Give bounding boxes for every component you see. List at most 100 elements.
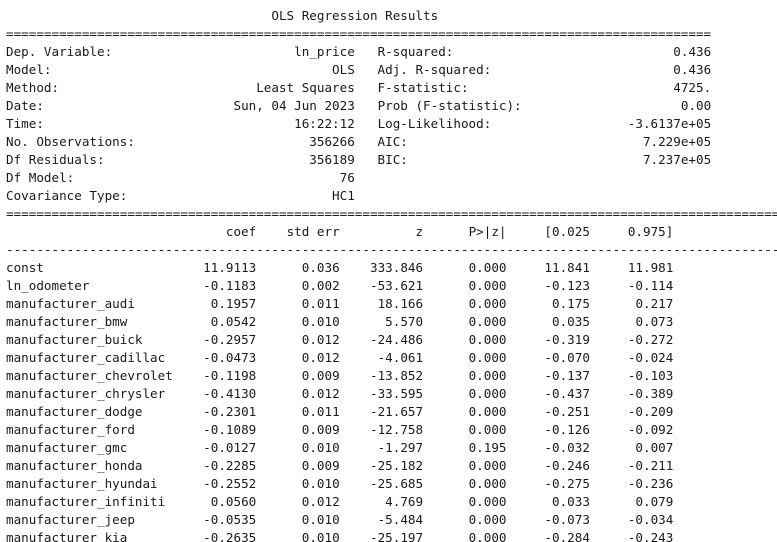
coef-cell-p: 0.000	[468, 332, 507, 347]
coef-cell-coef: -0.1198	[203, 368, 257, 383]
coef-row: manufacturer_ford -0.1089 0.009 -12.758 …	[6, 421, 777, 439]
regression-summary-text: OLS Regression Results ==================…	[6, 7, 777, 542]
coef-cell-z: -24.486	[370, 332, 424, 347]
coef-cell-se: 0.012	[301, 350, 340, 365]
coef-cell-lo: -0.137	[544, 368, 590, 383]
coef-row-name: manufacturer_chevrolet	[6, 368, 173, 383]
coef-row-name: manufacturer_audi	[6, 296, 135, 311]
coef-cell-se: 0.010	[301, 512, 340, 527]
rule-double-wide-text: ========================================…	[6, 206, 777, 221]
coef-cell-p: 0.000	[468, 368, 507, 383]
coef-cell-coef: 0.0560	[210, 494, 257, 509]
coef-row-name: manufacturer_dodge	[6, 404, 143, 419]
coef-row-name: manufacturer_buick	[6, 332, 143, 347]
coef-cell-hi: -0.103	[627, 368, 674, 383]
summary-right-label: Log-Likelihood:	[377, 116, 492, 131]
coef-cell-z: -1.297	[377, 440, 424, 455]
summary-left-label: Covariance Type:	[6, 188, 128, 203]
coef-row: manufacturer_chrysler -0.4130 0.012 -33.…	[6, 385, 777, 403]
coef-row-name: manufacturer_honda	[6, 458, 143, 473]
summary-row: Df Model: 76	[6, 169, 777, 187]
coef-cell-se: 0.010	[301, 314, 340, 329]
coef-cell-se: 0.010	[301, 530, 340, 542]
coef-cell-hi: -0.272	[627, 332, 674, 347]
coef-cell-z: 333.846	[370, 260, 424, 275]
coef-header-cell: 0.975]	[627, 224, 674, 239]
summary-row: Method: Least Squares F-statistic: 4725.	[6, 79, 777, 97]
coef-cell-coef: -0.2552	[203, 476, 257, 491]
output-title-line: OLS Regression Results	[6, 7, 777, 25]
coef-cell-p: 0.000	[468, 422, 507, 437]
summary-left-value: 356189	[309, 152, 355, 167]
coef-row: manufacturer_honda -0.2285 0.009 -25.182…	[6, 457, 777, 475]
summary-right-value: 0.00	[680, 98, 712, 113]
summary-left-label: Model:	[6, 62, 52, 77]
summary-right-value: 0.436	[673, 44, 712, 59]
coef-cell-hi: 11.981	[627, 260, 674, 275]
summary-left-label: Dep. Variable:	[6, 44, 113, 59]
coef-cell-lo: -0.073	[544, 512, 590, 527]
coef-cell-coef: -0.1089	[203, 422, 257, 437]
summary-left-label: No. Observations:	[6, 134, 135, 149]
summary-left-label: Date:	[6, 98, 44, 113]
coef-cell-hi: -0.209	[627, 404, 674, 419]
coef-header-cell: coef	[225, 224, 257, 239]
coef-cell-lo: 0.033	[552, 494, 590, 509]
coef-cell-p: 0.000	[468, 350, 507, 365]
coef-row-name: ln_odometer	[6, 278, 90, 293]
coef-cell-se: 0.002	[301, 278, 340, 293]
coef-cell-hi: -0.243	[627, 530, 674, 542]
summary-right-label: AIC:	[377, 134, 408, 149]
coef-cell-p: 0.000	[468, 296, 507, 311]
summary-right-value: 4725.	[673, 80, 712, 95]
coef-row: manufacturer_gmc -0.0127 0.010 -1.297 0.…	[6, 439, 777, 457]
coef-cell-lo: -0.319	[544, 332, 590, 347]
summary-left-label: Time:	[6, 116, 44, 131]
coef-row: manufacturer_kia -0.2635 0.010 -25.197 0…	[6, 529, 777, 542]
coef-cell-p: 0.000	[468, 314, 507, 329]
coef-cell-se: 0.010	[301, 476, 340, 491]
coef-cell-z: -25.197	[370, 530, 424, 542]
summary-right-value: 7.229e+05	[642, 134, 712, 149]
coef-cell-hi: -0.389	[627, 386, 674, 401]
summary-right-value: -3.6137e+05	[627, 116, 712, 131]
coef-cell-z: -13.852	[370, 368, 424, 383]
coef-cell-z: -33.595	[370, 386, 424, 401]
summary-left-value: 16:22:12	[294, 116, 355, 131]
coef-cell-p: 0.000	[468, 278, 507, 293]
coef-cell-lo: 0.175	[552, 296, 590, 311]
coef-row-name: manufacturer_kia	[6, 530, 128, 542]
coef-row-name: manufacturer_chrysler	[6, 386, 166, 401]
coef-cell-z: 18.166	[377, 296, 424, 311]
coef-cell-se: 0.012	[301, 494, 340, 509]
coef-row-name: manufacturer_infiniti	[6, 494, 166, 509]
coef-header-cell: std err	[286, 224, 340, 239]
coef-header-cell: [0.025	[544, 224, 590, 239]
coef-cell-p: 0.000	[468, 494, 507, 509]
summary-left-value: 76	[339, 170, 355, 185]
coef-cell-coef: -0.2957	[203, 332, 257, 347]
coef-cell-hi: 0.079	[635, 494, 674, 509]
coef-row: const 11.9113 0.036 333.846 0.000 11.841…	[6, 259, 777, 277]
summary-left-value: Least Squares	[256, 80, 355, 95]
coef-cell-coef: 0.1957	[210, 296, 257, 311]
coef-cell-se: 0.011	[301, 404, 340, 419]
output-title: OLS Regression Results	[271, 8, 439, 23]
coef-cell-lo: -0.070	[544, 350, 590, 365]
coef-cell-hi: -0.024	[627, 350, 674, 365]
summary-left-value: 356266	[309, 134, 355, 149]
summary-row: Covariance Type: HC1	[6, 187, 777, 205]
coef-row: manufacturer_bmw 0.0542 0.010 5.570 0.00…	[6, 313, 777, 331]
summary-row: Dep. Variable: ln_price R-squared: 0.436	[6, 43, 777, 61]
coef-cell-lo: -0.284	[544, 530, 590, 542]
summary-right-label: F-statistic:	[377, 80, 469, 95]
coef-row: manufacturer_chevrolet -0.1198 0.009 -13…	[6, 367, 777, 385]
coef-cell-se: 0.009	[301, 368, 340, 383]
coef-row-name: manufacturer_hyundai	[6, 476, 158, 491]
coef-cell-hi: 0.007	[635, 440, 674, 455]
coef-cell-z: -25.685	[370, 476, 424, 491]
coef-row: manufacturer_dodge -0.2301 0.011 -21.657…	[6, 403, 777, 421]
coef-cell-hi: -0.114	[627, 278, 674, 293]
summary-row: Df Residuals: 356189 BIC: 7.237e+05	[6, 151, 777, 169]
coef-row-name: manufacturer_cadillac	[6, 350, 166, 365]
